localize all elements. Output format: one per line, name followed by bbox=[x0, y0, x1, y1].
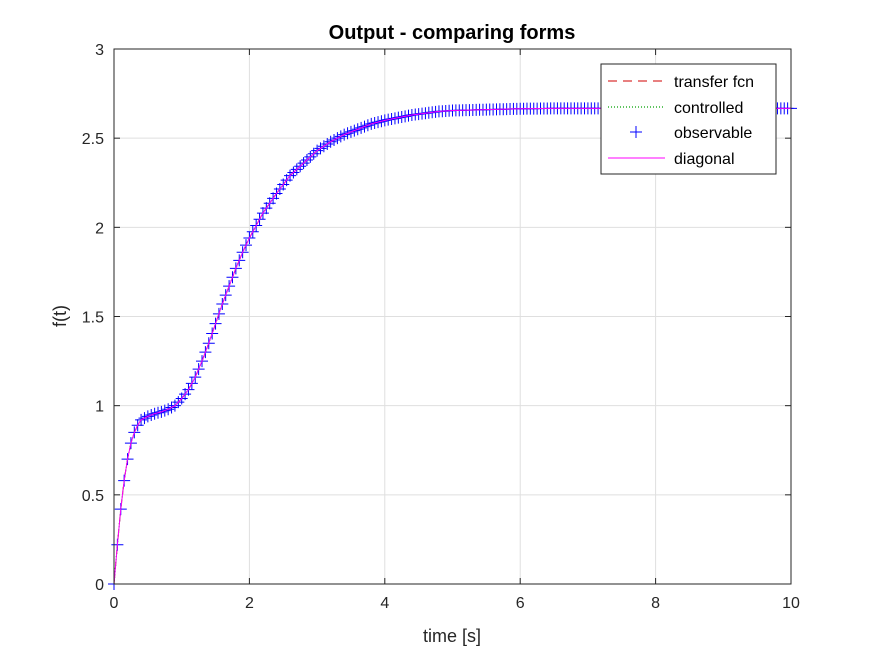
y-tick-label: 1 bbox=[95, 399, 104, 416]
legend-label-diagonal: diagonal bbox=[674, 151, 735, 168]
y-tick-label: 2 bbox=[95, 220, 104, 237]
x-tick-label: 6 bbox=[516, 595, 525, 612]
series-line-diagonal bbox=[113, 107, 791, 585]
ticks bbox=[113, 48, 792, 585]
x-tick-label: 8 bbox=[651, 595, 660, 612]
legend-box bbox=[600, 63, 777, 175]
chart-title: Output - comparing forms bbox=[329, 22, 576, 44]
legend-label-observable: observable bbox=[674, 125, 752, 142]
x-tick-label: 4 bbox=[380, 595, 389, 612]
series-group bbox=[108, 102, 797, 590]
legend-label-controlled: controlled bbox=[674, 100, 743, 117]
x-tick-label: 0 bbox=[110, 595, 119, 612]
y-axis-label: f(t) bbox=[50, 305, 70, 327]
legend-swatch-observable bbox=[630, 126, 642, 138]
x-tick-label: 2 bbox=[245, 595, 254, 612]
x-tick-label: 10 bbox=[782, 595, 800, 612]
y-tick-label: 2.5 bbox=[82, 131, 104, 148]
tick-labels: 0 2 4 6 8 10 0 0.5 1 1.5 2 2.5 3 bbox=[82, 42, 800, 612]
legend-label-transfer-fcn: transfer fcn bbox=[674, 74, 754, 91]
x-axis-label: time [s] bbox=[423, 626, 481, 646]
y-tick-label: 1.5 bbox=[82, 310, 104, 327]
y-tick-label: 3 bbox=[95, 42, 104, 59]
y-tick-label: 0 bbox=[95, 577, 104, 594]
y-tick-label: 0.5 bbox=[82, 488, 104, 505]
legend: transfer fcn controlled observable diago… bbox=[600, 63, 777, 175]
